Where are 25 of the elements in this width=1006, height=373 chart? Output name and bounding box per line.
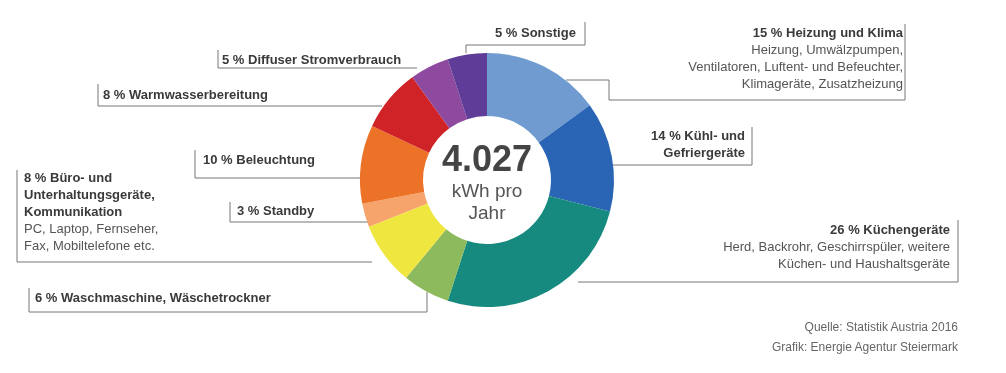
text: Herd, Backrohr, Geschirrspüler, weitere Küchen- und Haushaltsgeräte: [723, 239, 950, 271]
slice-label: 14 % Kühl- und Gefriergeräte: [651, 128, 746, 160]
text: Grafik: Energie Agentur Steiermark: [771, 340, 959, 354]
slice-label: 15 % Heizung und Klima: [752, 25, 904, 40]
slice-label: 3 % Standby: [237, 203, 316, 218]
slice-label: 5 % Sonstige: [495, 25, 576, 40]
donut-slice: [362, 191, 428, 227]
donut-slice: [487, 53, 590, 143]
slice-label: 26 % Küchengeräte: [830, 222, 950, 237]
slice-label: 10 % Beleuchtung: [203, 152, 316, 167]
slice-label: 8 % Büro- und Unterhaltungsgeräte, Kommunikation: [24, 170, 155, 219]
slice-label: 6 % Waschmaschine, Wäschetrockner: [35, 290, 271, 305]
donut-slice: [406, 229, 468, 301]
source-note: Quelle: Statistik Austria 2016: [804, 320, 959, 334]
slice-label: 5 % Diffuser Stromverbrauch: [222, 52, 402, 67]
donut-slice: [412, 59, 468, 129]
donut-slice: [368, 203, 447, 278]
text: 4.027: [441, 138, 533, 179]
donut-slice: [538, 105, 614, 212]
text: kWh pro Jahr: [451, 180, 523, 223]
text: Heizung, Umwälzpumpen, Ventilatoren, Luftent- und Befeuchter, Klimageräte, Zusatzheizung: [688, 42, 903, 91]
donut-slice: [360, 125, 430, 204]
donut-slice: [447, 53, 487, 120]
slice-label: 8 % Warmwasserbereitung: [103, 87, 269, 102]
text: PC, Laptop, Fernseher, Fax, Mobiltelefone etc.: [24, 221, 159, 253]
